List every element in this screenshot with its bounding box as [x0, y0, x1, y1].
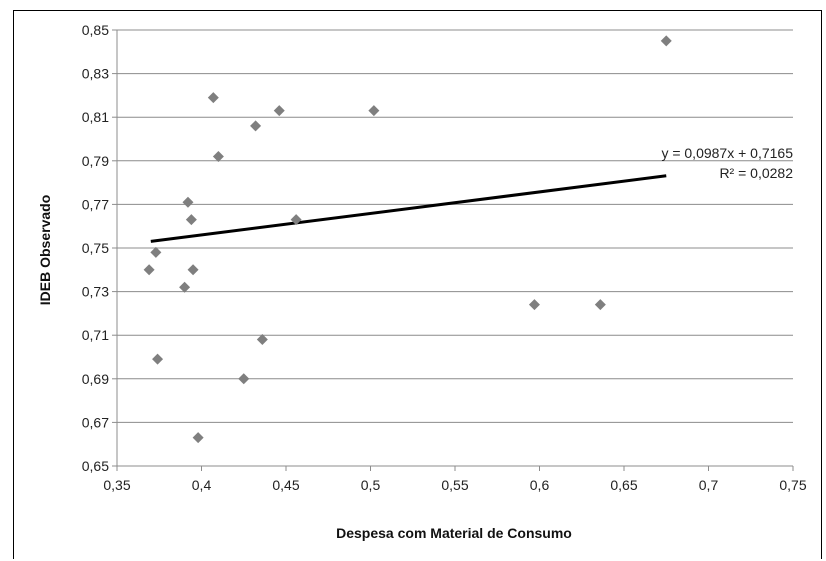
y-tick-label: 0,77 — [82, 196, 109, 212]
x-tick-labels: 0,35 0,4 0,45 0,5 0,55 0,6 0,65 0,7 0,75 — [103, 477, 806, 493]
data-point — [182, 196, 194, 208]
data-point — [207, 92, 219, 104]
data-point — [273, 105, 285, 117]
data-points — [143, 35, 672, 444]
y-tick-label: 0,67 — [82, 414, 109, 430]
x-tick-label: 0,7 — [699, 477, 719, 493]
x-axis-title: Despesa com Material de Consumo — [336, 525, 572, 541]
data-point — [368, 105, 380, 117]
y-tick-label: 0,81 — [82, 109, 109, 125]
x-tick-label: 0,35 — [103, 477, 130, 493]
data-point — [187, 264, 199, 276]
data-point — [238, 373, 250, 385]
y-tick-label: 0,69 — [82, 371, 109, 387]
y-tick-label: 0,75 — [82, 240, 109, 256]
x-tick-label: 0,55 — [441, 477, 468, 493]
x-tick-label: 0,65 — [610, 477, 637, 493]
x-tick-label: 0,6 — [530, 477, 550, 493]
data-point — [143, 264, 155, 276]
y-tick-label: 0,71 — [82, 327, 109, 343]
data-point — [250, 120, 262, 132]
trendline-group — [150, 174, 667, 243]
data-point — [179, 281, 191, 293]
y-tick-labels: 0,65 0,67 0,69 0,71 0,73 0,75 0,77 0,79 0,81 0,83… — [82, 22, 109, 474]
data-point — [152, 353, 164, 365]
trendline — [150, 174, 667, 243]
y-tick-label: 0,83 — [82, 66, 109, 82]
data-point — [660, 35, 672, 47]
data-point — [594, 299, 606, 311]
data-point — [150, 246, 162, 258]
y-tick-label: 0,85 — [82, 22, 109, 38]
y-axis-title: IDEB Observado — [37, 195, 53, 305]
x-tick-label: 0,45 — [272, 477, 299, 493]
y-tick-label: 0,79 — [82, 153, 109, 169]
trendline-equation: y = 0,0987x + 0,7165 — [661, 145, 793, 161]
data-point — [256, 334, 268, 346]
x-tick-label: 0,4 — [192, 477, 212, 493]
x-tick-label: 0,5 — [361, 477, 381, 493]
grid-lines — [117, 29, 793, 423]
data-point — [212, 150, 224, 162]
data-point — [192, 432, 204, 444]
y-tick-label: 0,73 — [82, 284, 109, 300]
y-tick-label: 0,65 — [82, 458, 109, 474]
x-tick-label: 0,75 — [779, 477, 806, 493]
axes — [112, 29, 794, 471]
data-point — [185, 214, 197, 226]
r-squared-label: R² = 0,0282 — [719, 165, 793, 181]
data-point — [528, 299, 540, 311]
data-point — [290, 214, 302, 226]
chart-frame — [13, 10, 822, 559]
